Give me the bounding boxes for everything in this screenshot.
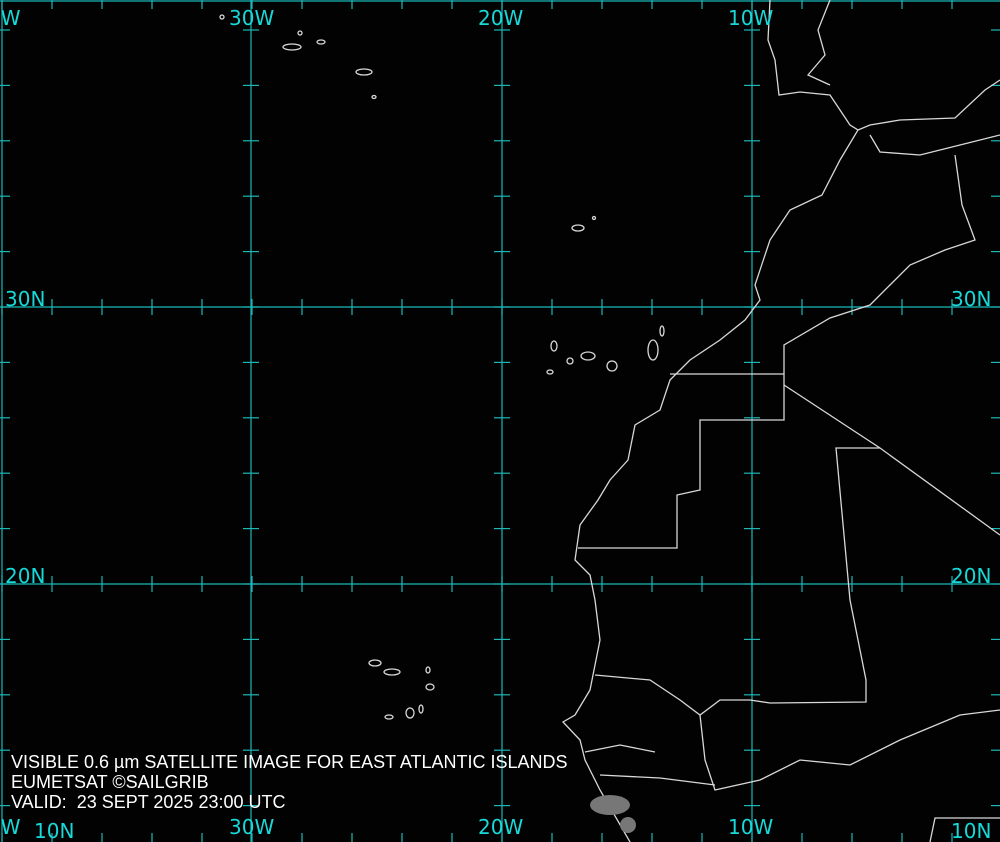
caption-source: EUMETSAT ©SAILGRIB (11, 772, 209, 792)
lon-label-top: 20W (478, 6, 524, 30)
guinea-bissau-islands (590, 795, 636, 833)
mali-border (594, 447, 880, 716)
islands (219, 14, 665, 720)
mauritania-border (783, 384, 1000, 536)
africa-coastline (561, 0, 859, 842)
gambia-border (584, 744, 656, 753)
lat-label-right: 20N (951, 564, 992, 588)
lon-label-top: 30W (229, 6, 275, 30)
algeria-border (783, 154, 976, 374)
lat-label-right: 30N (951, 287, 992, 311)
mediterranean-coast (857, 79, 1000, 131)
lat-label-left: 20N (5, 564, 46, 588)
lat-label-left: 10N (34, 819, 75, 842)
lon-label-top: 0W (0, 6, 21, 30)
lon-label-top: 10W (728, 6, 774, 30)
lon-label-bottom: 20W (478, 815, 524, 839)
iberia-east-coast (806, 0, 831, 86)
lon-label-bottom: 30W (229, 815, 275, 839)
south-border (929, 817, 1000, 842)
lon-label-bottom: 0W (0, 815, 21, 839)
lon-label-bottom: 10W (728, 815, 774, 839)
caption-valid-time: VALID: 23 SEPT 2025 23:00 UTC (11, 792, 286, 812)
western-sahara-border (578, 373, 785, 549)
caption-title: VISIBLE 0.6 µm SATELLITE IMAGE FOR EAST … (11, 752, 568, 772)
guinea-border (599, 774, 716, 786)
lat-label-right: 10N (951, 819, 992, 842)
north-africa-coast (869, 134, 1000, 156)
coastlines (219, 0, 1000, 842)
senegal-border (699, 709, 1000, 791)
lat-label-left: 30N (5, 287, 46, 311)
